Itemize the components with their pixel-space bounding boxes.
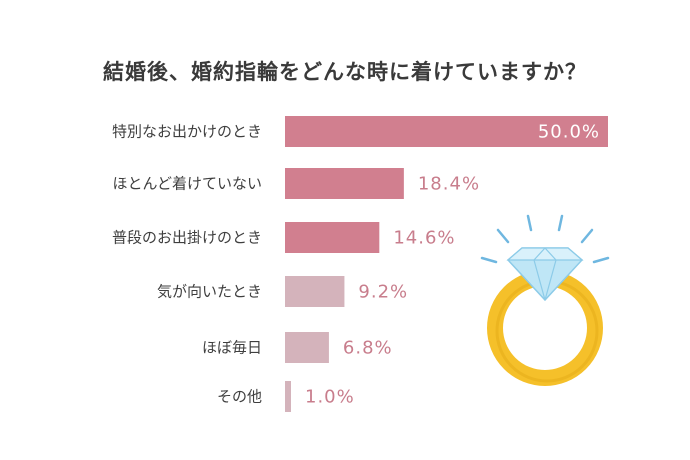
bar-3 [285,276,345,307]
value-label-5: 1.0% [305,387,355,408]
category-label-4: ほぼ毎日 [202,339,262,357]
bar-4 [285,332,329,363]
value-label-4: 6.8% [343,338,393,359]
value-label-2: 14.6% [393,228,455,249]
category-label-1: ほとんど着けていない [112,175,262,193]
category-label-3: 気が向いたとき [157,283,262,301]
bar-1 [285,168,404,199]
value-label-0: 50.0% [538,122,600,143]
diamond-ring-icon [480,214,610,386]
category-label-0: 特別なお出かけのとき [112,123,262,141]
category-label-2: 普段のお出掛けのとき [112,229,262,247]
bar-0 [285,116,608,147]
value-label-1: 18.4% [418,174,480,195]
value-label-3: 9.2% [358,282,408,303]
chart-title: 結婚後、婚約指輪をどんな時に着けていますか？ [103,60,587,84]
bar-2 [285,222,380,253]
category-label-5: その他 [217,388,262,406]
bar-5 [285,381,291,412]
